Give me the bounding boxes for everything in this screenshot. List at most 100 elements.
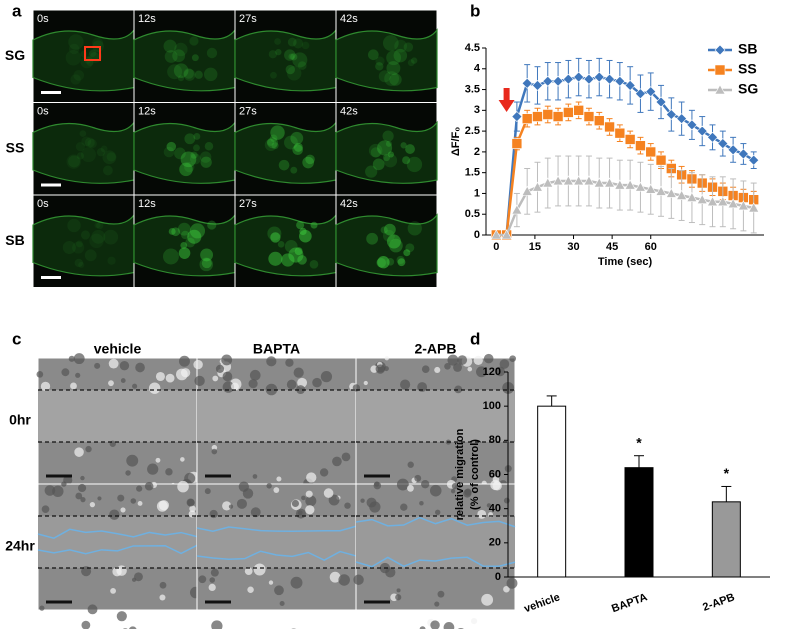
cell: [191, 54, 199, 62]
cell: [273, 487, 280, 493]
cell: [323, 488, 334, 498]
x-tick-label: BAPTA: [610, 591, 649, 615]
cell: [434, 601, 440, 607]
cell: [87, 604, 98, 615]
cell: [288, 247, 304, 263]
cell: [400, 142, 407, 149]
cell: [136, 485, 143, 492]
cell: [75, 240, 83, 248]
micrograph: [234, 194, 337, 288]
marker: [604, 177, 616, 188]
cell: [383, 154, 390, 162]
y-tick-label: 80: [489, 434, 501, 446]
cell: [129, 626, 137, 629]
cell: [248, 379, 258, 389]
marker: [686, 191, 698, 202]
migration-front: [37, 544, 198, 555]
marker: [655, 96, 667, 108]
cell: [301, 495, 306, 501]
cell: [375, 62, 384, 71]
cell: [305, 490, 313, 498]
cell: [387, 151, 395, 158]
cell: [457, 355, 468, 365]
marker: [645, 146, 657, 158]
cell: [194, 70, 203, 79]
cell: [403, 249, 411, 257]
migration-front: [37, 528, 198, 539]
cell: [87, 138, 97, 149]
cell: [163, 146, 175, 158]
legend-label: SG: [738, 81, 758, 97]
y-tick-label: 0: [495, 571, 501, 583]
x-tick-label: 0: [493, 241, 499, 253]
cell: [200, 248, 214, 262]
marker: [583, 111, 595, 122]
cell: [209, 509, 218, 519]
cell: [341, 452, 351, 462]
y-tick-label: 4: [474, 63, 481, 75]
y-tick-label: 2: [474, 146, 480, 158]
cell: [215, 364, 225, 373]
marker: [552, 75, 564, 87]
cell: [200, 156, 212, 168]
cell: [389, 238, 403, 253]
cell: [76, 152, 85, 160]
cell: [65, 49, 82, 66]
cell: [68, 43, 80, 55]
cell: [61, 368, 70, 377]
cell: [306, 472, 317, 483]
time-label: 12s: [138, 198, 156, 210]
cell: [130, 498, 137, 504]
cell: [159, 581, 167, 589]
x-tick-label: 30: [567, 241, 579, 253]
marker: [583, 73, 595, 85]
marker: [645, 86, 657, 98]
tissue: [234, 28, 337, 92]
cell: [147, 463, 159, 475]
cell: [274, 585, 284, 596]
marker: [635, 88, 646, 100]
cell: [204, 142, 214, 151]
marker: [727, 198, 739, 209]
cell: [165, 373, 175, 383]
cell: [92, 37, 104, 49]
cell: [310, 221, 318, 229]
marker: [521, 113, 533, 124]
micrograph: [133, 9, 236, 103]
micrograph: [32, 194, 135, 288]
micrograph: [36, 353, 200, 517]
cell: [400, 379, 411, 390]
cell: [177, 222, 191, 236]
y-tick-label: 60: [489, 468, 501, 480]
cell: [80, 230, 91, 240]
cell: [286, 66, 302, 81]
x-axis-label: Time (sec): [598, 256, 653, 268]
marker: [563, 107, 574, 118]
cell: [380, 226, 388, 234]
cell: [80, 50, 88, 58]
cell: [400, 503, 408, 511]
marker: [542, 75, 554, 87]
cell: [481, 593, 494, 606]
cell: [74, 258, 84, 268]
cell: [80, 55, 94, 69]
cell: [384, 71, 400, 87]
cell: [228, 504, 234, 509]
cell: [81, 566, 92, 577]
row-label: SB: [5, 232, 24, 248]
marker: [635, 140, 646, 151]
cell: [120, 378, 126, 383]
cell: [249, 369, 261, 381]
column-label: 2-APB: [414, 341, 456, 357]
x-tick-label: 15: [529, 241, 541, 253]
cell: [221, 354, 233, 366]
cell: [407, 221, 422, 236]
cell: [180, 151, 197, 168]
bar: [711, 501, 741, 578]
marker: [717, 138, 729, 150]
marker: [665, 187, 677, 198]
cell: [301, 41, 310, 50]
cell: [39, 605, 45, 611]
cell: [85, 445, 92, 453]
cell: [429, 484, 442, 497]
